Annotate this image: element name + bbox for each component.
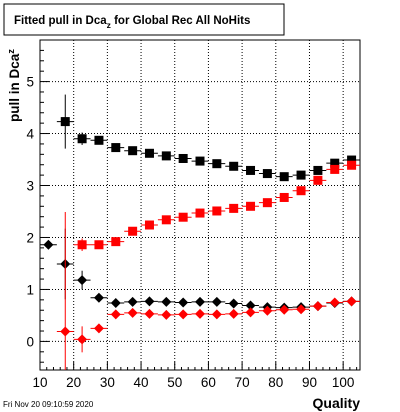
x-tick-label: 40	[134, 375, 149, 390]
data-point-square	[144, 148, 154, 158]
data-point-diamond	[93, 323, 104, 334]
series-1	[56, 94, 360, 182]
data-point-square	[330, 158, 340, 168]
data-point-diamond	[161, 296, 172, 307]
data-point-square	[212, 206, 222, 216]
data-point-square	[229, 161, 239, 171]
data-point-diamond	[262, 305, 273, 316]
data-point-diamond	[195, 296, 205, 307]
data-point-square	[262, 169, 272, 179]
data-point-square	[279, 192, 289, 202]
data-point-diamond	[178, 309, 189, 320]
data-point-square	[128, 146, 138, 156]
x-axis-label: Quality	[313, 395, 361, 411]
x-tick-label: 70	[235, 375, 250, 390]
data-point-diamond	[279, 304, 290, 315]
x-tick-label: 30	[100, 375, 115, 390]
data-point-diamond	[93, 292, 104, 303]
data-point-square	[94, 240, 104, 250]
y-tick-label: 3	[26, 179, 34, 194]
data-point-square	[347, 160, 357, 170]
x-tick-label: 20	[66, 375, 81, 390]
x-tick-label: 60	[201, 375, 216, 390]
data-point-square	[161, 151, 171, 161]
data-point-diamond	[312, 301, 323, 312]
data-point-diamond	[211, 296, 222, 307]
chart-title: Fitted pull in Dcaz for Global Rec All N…	[14, 15, 250, 30]
data-point-square	[178, 153, 188, 163]
series-2	[73, 160, 360, 251]
data-point-diamond	[110, 309, 121, 320]
data-point-diamond	[245, 300, 256, 311]
title-box: Fitted pull in Dcaz for Global Rec All N…	[3, 3, 285, 36]
timestamp: Fri Nov 20 09:10:59 2020	[3, 400, 94, 409]
data-point-square	[229, 203, 239, 213]
data-point-diamond	[346, 296, 357, 307]
data-point-diamond	[228, 298, 239, 309]
data-point-diamond	[77, 334, 88, 345]
data-point-square	[128, 226, 138, 236]
data-point-square	[77, 240, 87, 250]
data-point-diamond	[110, 297, 121, 308]
data-point-square	[77, 134, 87, 144]
x-tick-label: 80	[268, 375, 283, 390]
data-marks	[40, 94, 360, 370]
data-point-diamond	[77, 275, 88, 286]
data-point-diamond	[60, 326, 71, 337]
data-point-diamond	[245, 307, 256, 318]
data-point-diamond	[43, 239, 54, 250]
data-point-square	[313, 165, 323, 175]
y-tick-label: 0	[26, 334, 34, 349]
y-tick-label: 2	[26, 230, 34, 245]
data-point-square	[313, 175, 323, 185]
data-point-diamond	[329, 297, 340, 308]
data-point-square	[262, 198, 272, 208]
data-point-square	[296, 186, 306, 196]
data-point-square	[178, 212, 188, 222]
data-point-diamond	[144, 296, 155, 307]
data-point-square	[94, 135, 104, 145]
x-tick-label: 100	[332, 375, 355, 390]
data-point-square	[60, 117, 70, 127]
data-point-diamond	[127, 307, 138, 318]
series-4	[56, 212, 360, 370]
y-axis-label: pull in Dcaz	[6, 49, 22, 122]
x-tick-label: 10	[32, 375, 47, 390]
axes: 10 20 30 40 50 60 70 80 90 100 0 1 2 3 4 5	[26, 49, 358, 390]
y-tick-label: 4	[26, 127, 34, 142]
data-point-square	[111, 143, 121, 153]
x-tick-label: 90	[302, 375, 317, 390]
data-point-diamond	[195, 308, 205, 319]
plot-frame	[39, 39, 361, 371]
y-tick-label: 5	[26, 75, 34, 90]
data-point-diamond	[161, 309, 172, 320]
data-point-square	[195, 156, 205, 166]
data-point-diamond	[228, 308, 239, 319]
data-point-diamond	[178, 297, 189, 308]
data-point-diamond	[211, 309, 222, 320]
data-point-square	[161, 215, 171, 225]
data-point-square	[246, 165, 256, 175]
x-tick-label: 50	[167, 375, 182, 390]
data-point-diamond	[296, 304, 307, 315]
grid-lines	[39, 40, 360, 370]
data-point-square	[246, 201, 256, 211]
data-point-square	[347, 155, 357, 165]
data-point-square	[330, 164, 340, 174]
data-point-square	[212, 159, 222, 169]
data-point-diamond	[127, 296, 138, 307]
series-3	[40, 228, 360, 313]
data-point-square	[111, 237, 121, 247]
data-point-square	[279, 172, 289, 182]
y-tick-label: 1	[26, 282, 34, 297]
data-point-diamond	[144, 308, 155, 319]
data-point-square	[195, 208, 205, 218]
data-point-square	[144, 220, 154, 230]
data-point-square	[296, 170, 306, 180]
